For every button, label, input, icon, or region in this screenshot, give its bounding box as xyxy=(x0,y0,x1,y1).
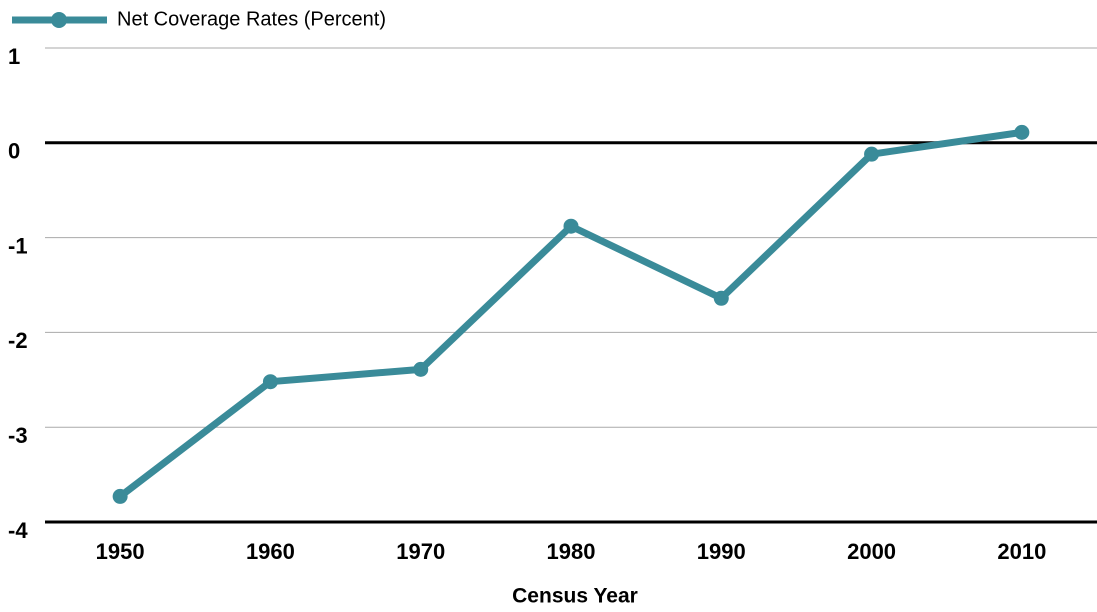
data-point xyxy=(864,146,880,162)
data-point xyxy=(713,290,729,306)
y-tick-label: 1 xyxy=(8,44,20,69)
y-tick-label: -1 xyxy=(8,233,28,258)
data-point xyxy=(262,374,278,390)
x-tick-label: 2010 xyxy=(997,539,1046,564)
y-tick-label: -3 xyxy=(8,423,28,448)
x-tick-label: 2000 xyxy=(847,539,896,564)
x-tick-label: 1980 xyxy=(547,539,596,564)
y-tick-label: -2 xyxy=(8,328,28,353)
x-tick-label: 1960 xyxy=(246,539,295,564)
legend-label: Net Coverage Rates (Percent) xyxy=(117,8,386,30)
data-point xyxy=(1014,124,1030,140)
y-tick-label: 0 xyxy=(8,139,20,164)
x-tick-label: 1990 xyxy=(697,539,746,564)
x-axis-title: Census Year xyxy=(512,585,638,608)
x-tick-label: 1950 xyxy=(96,539,145,564)
data-point xyxy=(563,218,579,234)
data-point xyxy=(112,488,128,504)
y-tick-label: -4 xyxy=(8,518,28,543)
data-line xyxy=(118,128,1023,500)
legend-marker xyxy=(51,12,67,28)
data-point xyxy=(413,361,429,377)
x-tick-label: 1970 xyxy=(396,539,445,564)
